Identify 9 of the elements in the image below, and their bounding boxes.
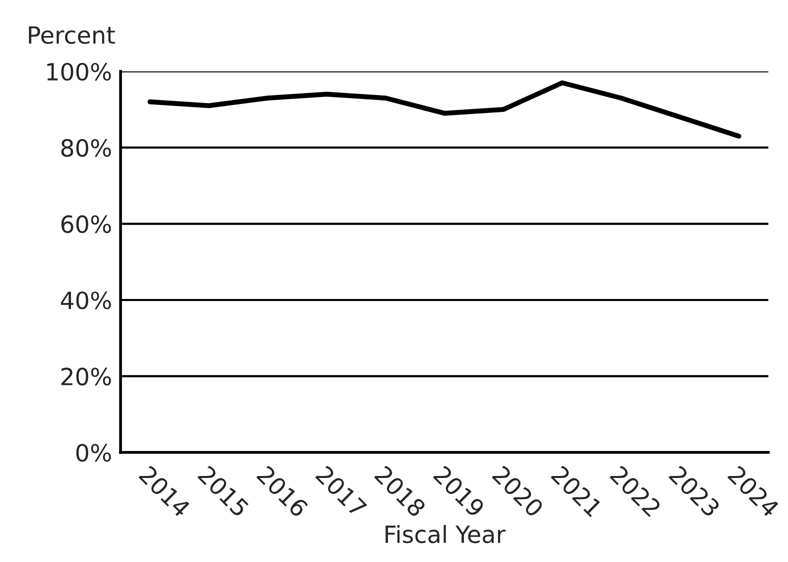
y-tick-label: 60% bbox=[61, 215, 111, 234]
line-series bbox=[148, 80, 742, 139]
y-tick-label: 20% bbox=[61, 368, 111, 386]
y-axis-title: Percent bbox=[28, 26, 115, 44]
y-tick-label: 100% bbox=[47, 62, 111, 81]
y-tick-label: 0% bbox=[76, 444, 111, 462]
y-tick-label: 40% bbox=[60, 291, 111, 310]
x-axis-title: Fiscal Year bbox=[386, 524, 506, 544]
y-tick-label: 80% bbox=[61, 139, 111, 157]
